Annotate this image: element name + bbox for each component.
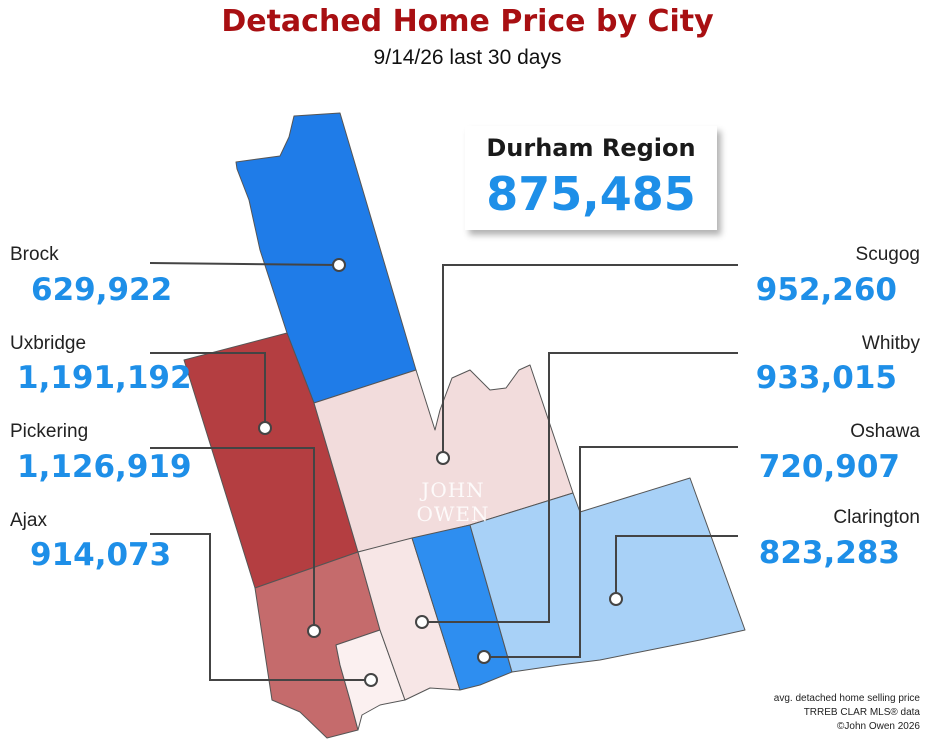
marker-uxbridge[interactable]	[258, 421, 272, 435]
label-ajax-name: Ajax	[10, 510, 47, 531]
label-scugog-value: 952,260	[755, 272, 897, 308]
region-summary-box: Durham Region 875,485	[465, 126, 717, 230]
label-uxbridge-name: Uxbridge	[10, 333, 87, 354]
leader-line-ajax	[150, 533, 371, 681]
marker-whitby[interactable]	[415, 615, 429, 629]
marker-ajax[interactable]	[364, 673, 378, 687]
leader-line-clarington	[615, 535, 738, 599]
leader-line-brock	[149, 262, 340, 266]
label-clarington-name: Clarington	[833, 507, 920, 528]
marker-clarington[interactable]	[609, 592, 623, 606]
leader-line-scugog	[442, 264, 738, 458]
map-subtitle: 9/14/26 last 30 days	[373, 46, 562, 69]
leader-line-whitby	[422, 352, 738, 623]
leader-line-oshawa	[484, 446, 738, 658]
label-pickering-name: Pickering	[10, 421, 89, 442]
watermark-logo: JOHN OWEN	[416, 478, 490, 526]
note-line: avg. detached home selling price	[773, 693, 920, 704]
label-uxbridge-value: 1,191,192	[17, 360, 192, 396]
note-line: ©John Owen 2026	[837, 721, 920, 732]
label-brock-value: 629,922	[31, 272, 173, 308]
marker-brock[interactable]	[332, 258, 346, 272]
label-whitby-value: 933,015	[755, 360, 897, 396]
note-line: TRREB CLAR MLS® data	[803, 707, 920, 718]
label-ajax-value: 914,073	[30, 537, 172, 573]
label-brock-name: Brock	[10, 244, 59, 265]
label-whitby-name: Whitby	[861, 333, 920, 354]
label-scugog-name: Scugog	[855, 244, 920, 265]
marker-pickering[interactable]	[307, 624, 321, 638]
marker-scugog[interactable]	[436, 451, 450, 465]
summary-region-value: 875,485	[486, 167, 696, 221]
map-title: Detached Home Price by City	[221, 4, 714, 39]
leader-line-pickering	[150, 447, 315, 631]
label-pickering-value: 1,126,919	[17, 449, 192, 485]
region-clarington[interactable]	[469, 477, 746, 673]
label-oshawa-name: Oshawa	[850, 421, 920, 442]
summary-region-name: Durham Region	[486, 134, 696, 162]
label-clarington-value: 823,283	[758, 535, 900, 571]
source-notes: avg. detached home selling price TRREB C…	[774, 692, 920, 734]
label-oshawa-value: 720,907	[758, 449, 900, 485]
region-brock[interactable]	[235, 112, 417, 404]
leader-line-uxbridge	[150, 352, 266, 428]
region-oshawa[interactable]	[411, 524, 513, 691]
marker-oshawa[interactable]	[477, 650, 491, 664]
